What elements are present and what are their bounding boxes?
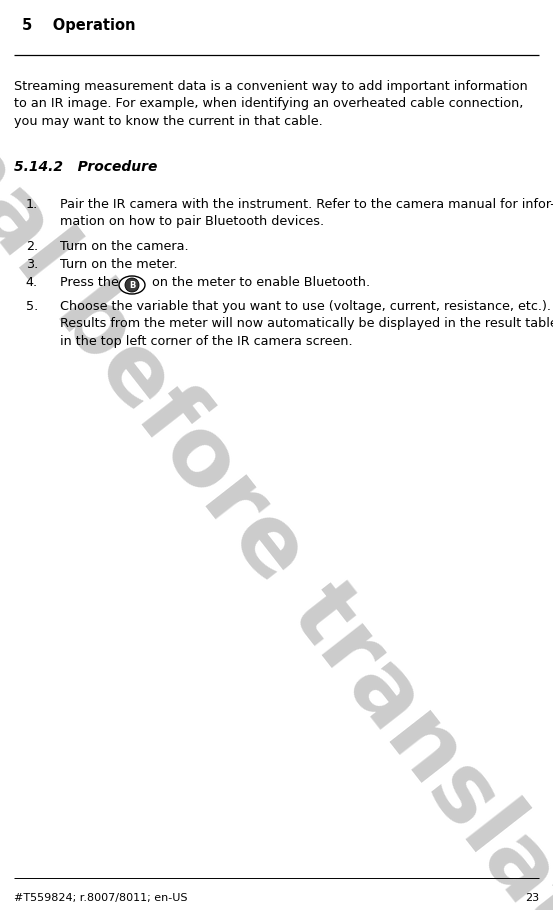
Text: 4.: 4. (26, 276, 38, 289)
Text: Turn on the meter.: Turn on the meter. (60, 258, 178, 271)
Text: inal before translatio: inal before translatio (0, 87, 553, 910)
Text: 23: 23 (525, 893, 539, 903)
Text: Press the: Press the (60, 276, 119, 289)
Text: Choose the variable that you want to use (voltage, current, resistance, etc.).
R: Choose the variable that you want to use… (60, 300, 553, 348)
Text: B: B (129, 280, 135, 289)
Text: #T559824; r.8007/8011; en-US: #T559824; r.8007/8011; en-US (14, 893, 187, 903)
Circle shape (125, 278, 139, 292)
Text: Streaming measurement data is a convenient way to add important information
to a: Streaming measurement data is a convenie… (14, 80, 528, 128)
Text: on the meter to enable Bluetooth.: on the meter to enable Bluetooth. (148, 276, 370, 289)
Text: 1.: 1. (26, 198, 38, 211)
Text: 5.: 5. (26, 300, 38, 313)
Text: 2.: 2. (26, 240, 38, 253)
Ellipse shape (119, 276, 145, 294)
Text: 3.: 3. (26, 258, 38, 271)
Text: Turn on the camera.: Turn on the camera. (60, 240, 189, 253)
Text: Pair the IR camera with the instrument. Refer to the camera manual for infor-
ma: Pair the IR camera with the instrument. … (60, 198, 553, 228)
Text: 5    Operation: 5 Operation (22, 18, 135, 33)
Text: 5.14.2   Procedure: 5.14.2 Procedure (14, 160, 158, 174)
